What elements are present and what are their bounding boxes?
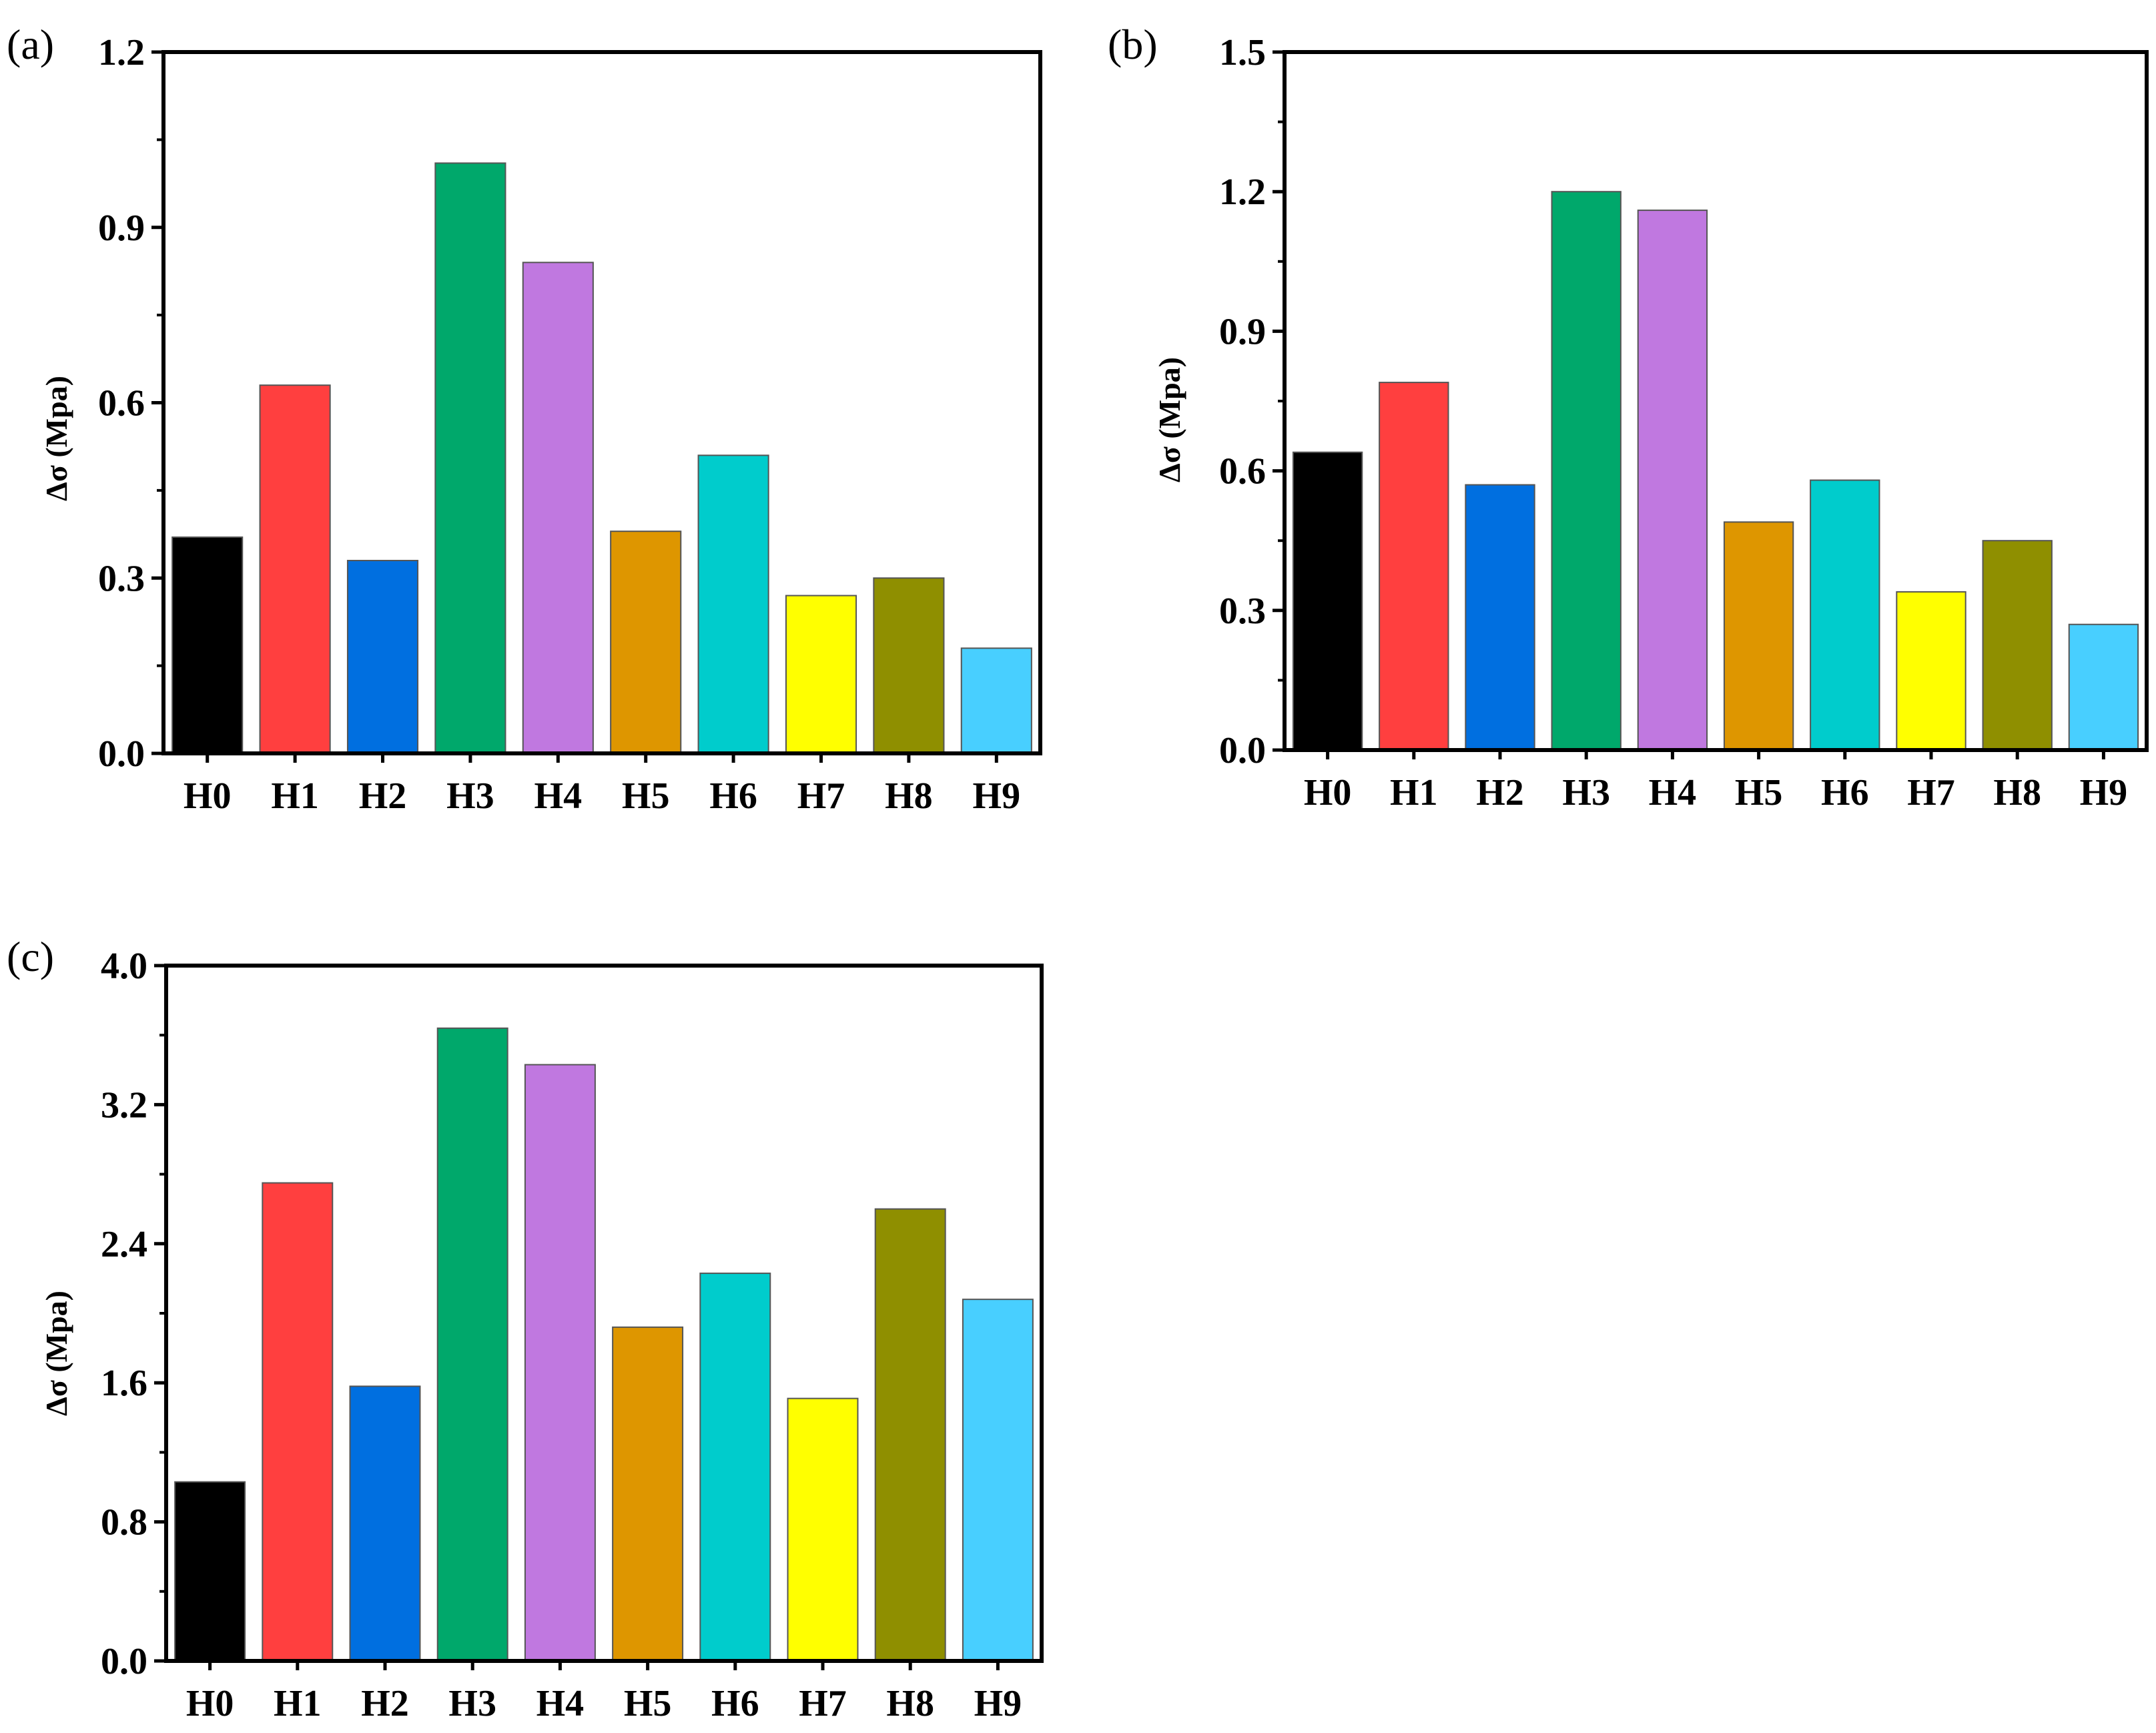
- bar-c-h9: [962, 1299, 1034, 1662]
- y-tick-label: 0.3: [1219, 591, 1266, 632]
- x-tick-label: H3: [446, 775, 494, 817]
- y-tick-label: 1.2: [1219, 171, 1266, 213]
- y-tick-label: 0.0: [1219, 730, 1266, 771]
- y-tick-label: 0.6: [1219, 451, 1266, 492]
- y-tick-label: 0.8: [101, 1502, 147, 1543]
- bar-b-h6: [1810, 479, 1880, 751]
- x-tick-label: H6: [711, 1683, 759, 1724]
- x-tick-label: H1: [1390, 772, 1438, 813]
- y-tick-label: 3.2: [101, 1084, 147, 1126]
- x-categories-c: H0 H1 H2 H3 H4 H5 H6 H7 H8 H9: [186, 1661, 1022, 1724]
- y-ticks-c: 0.0 0.8 1.6 2.4 3.2 4.0: [101, 946, 166, 1682]
- panel-label-c: (c): [7, 933, 54, 980]
- x-tick-label: H1: [271, 775, 319, 817]
- panel-label-b: (b): [1108, 21, 1158, 68]
- x-tick-label: H1: [274, 1683, 322, 1724]
- x-tick-label: H9: [974, 1683, 1022, 1724]
- x-tick-label: H5: [1735, 772, 1783, 813]
- bar-a-h1: [259, 384, 331, 754]
- x-tick-label: H6: [709, 775, 757, 817]
- y-tick-label: 0.9: [1219, 311, 1266, 352]
- bar-a-h0: [171, 536, 244, 754]
- y-tick-label: 1.5: [1219, 32, 1266, 73]
- x-tick-label: H9: [2080, 772, 2128, 813]
- bar-a-h7: [785, 595, 857, 755]
- y-axis-title-b: Δσ (Mpa): [1152, 357, 1186, 482]
- bar-c-h2: [349, 1385, 421, 1662]
- x-tick-label: H9: [973, 775, 1021, 817]
- y-tick-label: 4.0: [101, 946, 147, 987]
- y-axis-title-a: Δσ (Mpa): [39, 376, 73, 501]
- x-tick-label: H3: [448, 1683, 496, 1724]
- bar-b-h4: [1637, 210, 1708, 751]
- bar-c-h8: [874, 1208, 946, 1662]
- x-tick-label: H0: [186, 1683, 234, 1724]
- bar-c-h4: [524, 1064, 596, 1662]
- x-categories-b: H0 H1 H2 H3 H4 H5 H6 H7 H8 H9: [1304, 750, 2127, 813]
- bar-a-h3: [434, 162, 506, 755]
- y-tick-label: 0.3: [98, 558, 145, 599]
- bars-a: [171, 162, 1032, 755]
- bar-b-h7: [1896, 591, 1966, 751]
- x-tick-label: H2: [361, 1683, 409, 1724]
- x-tick-label: H3: [1562, 772, 1610, 813]
- x-tick-label: H0: [184, 775, 232, 817]
- bar-b-h2: [1465, 484, 1535, 751]
- y-tick-label: 0.0: [101, 1641, 147, 1682]
- x-tick-label: H0: [1304, 772, 1352, 813]
- x-tick-label: H8: [885, 775, 933, 817]
- bar-c-h1: [262, 1182, 334, 1662]
- x-tick-label: H7: [1907, 772, 1955, 813]
- y-tick-label: 1.2: [98, 32, 145, 73]
- chart-panel-a: (a) Δσ (Mpa) 0.00.30.60.91.2 H0 H1 H2 H3 H4 H…: [7, 21, 1042, 817]
- bar-a-h2: [346, 559, 419, 754]
- y-tick-label: 2.4: [101, 1224, 147, 1265]
- x-tick-label: H8: [1993, 772, 2041, 813]
- bar-b-h9: [2068, 623, 2139, 751]
- x-tick-label: H6: [1821, 772, 1869, 813]
- bar-c-h6: [699, 1273, 771, 1662]
- chart-panel-b: (b) Δσ (Mpa) 0.0 0.3 0.6 0.9 1.2 1.5 H0 H1 H2 H3…: [1108, 21, 2149, 813]
- y-tick-label: 0.6: [98, 383, 145, 424]
- bar-b-h1: [1379, 382, 1449, 751]
- x-tick-label: H4: [536, 1683, 585, 1724]
- bar-c-h0: [174, 1481, 246, 1662]
- panel-label-a: (a): [7, 21, 54, 68]
- y-tick-label: 1.6: [101, 1363, 147, 1404]
- y-ticks-b: 0.0 0.3 0.6 0.9 1.2 1.5: [1219, 32, 1285, 771]
- x-tick-label: H7: [797, 775, 845, 817]
- bars-b: [1292, 191, 2139, 751]
- x-tick-label: H4: [534, 775, 583, 817]
- y-tick-label: 0.9: [98, 208, 145, 249]
- bar-a-h8: [873, 577, 945, 754]
- y-ticks-a: 0.0 0.3 0.6 0.9 1.2: [98, 32, 163, 775]
- x-tick-label: H2: [359, 775, 407, 817]
- x-tick-label: H2: [1476, 772, 1524, 813]
- bar-b-h0: [1292, 451, 1363, 751]
- y-axis-title-c: Δσ (Mpa): [39, 1291, 73, 1416]
- bar-a-h6: [697, 454, 769, 754]
- bar-a-h5: [610, 531, 682, 755]
- x-tick-label: H7: [799, 1683, 847, 1724]
- bar-b-h5: [1723, 521, 1794, 751]
- x-categories-a: H0 H1 H2 H3 H4 H5 H6 H7 H8 H9: [184, 753, 1020, 817]
- chart-panel-c: (c) Δσ (Mpa) 0.0 0.8 1.6 2.4 3.2 4.0 H0 H1 H2 H3…: [7, 933, 1044, 1724]
- bar-b-h3: [1551, 191, 1622, 751]
- x-tick-label: H5: [624, 1683, 672, 1724]
- y-tick-label: 0.0: [98, 733, 145, 775]
- x-tick-label: H8: [886, 1683, 934, 1724]
- x-tick-label: H4: [1649, 772, 1697, 813]
- bar-a-h9: [960, 647, 1032, 754]
- bar-c-h3: [436, 1027, 508, 1662]
- bars-c: [174, 1027, 1034, 1662]
- bar-c-h7: [787, 1397, 859, 1662]
- bar-b-h8: [1982, 540, 2053, 751]
- bar-c-h5: [612, 1326, 684, 1662]
- bar-a-h4: [522, 262, 594, 754]
- x-tick-label: H5: [622, 775, 670, 817]
